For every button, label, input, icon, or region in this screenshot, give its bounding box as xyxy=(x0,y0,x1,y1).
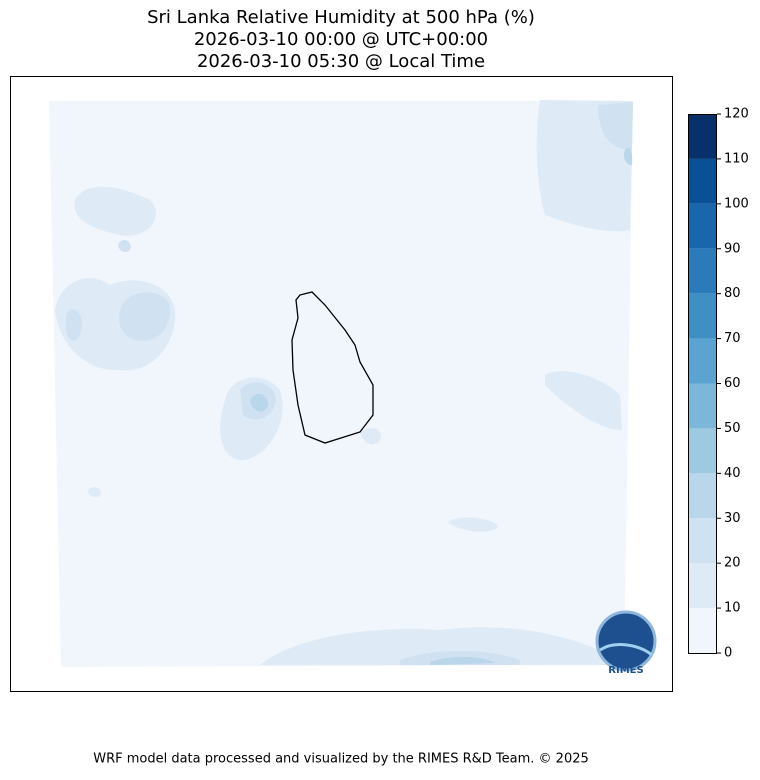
colorbar-band xyxy=(688,248,717,294)
colorbar-band xyxy=(688,428,717,474)
colorbar-tick-label: 90 xyxy=(724,241,741,256)
colorbar-band xyxy=(688,293,717,339)
colorbar-tick-label: 10 xyxy=(724,601,741,616)
contours-high xyxy=(250,148,633,665)
colorbar-tick-label: 0 xyxy=(724,646,732,661)
colorbar-band xyxy=(688,518,717,564)
colorbar-frame xyxy=(688,114,717,654)
colorbar-tick-label: 40 xyxy=(724,466,741,481)
colorbar-band xyxy=(688,383,717,429)
map: RIMES xyxy=(10,76,673,692)
logo-wave xyxy=(599,643,653,657)
colorbar: 0 10 20 30 40 50 60 70 80 90 100 110 120 xyxy=(688,107,749,661)
colorbar-band xyxy=(688,203,717,249)
colorbar-tick-label: 100 xyxy=(724,196,749,211)
colorbar-tick-label: 120 xyxy=(724,107,749,122)
colorbar-band xyxy=(688,338,717,384)
colorbar-tick-label: 20 xyxy=(724,556,741,571)
colorbar-tick-label: 50 xyxy=(724,421,741,436)
logo-circle xyxy=(595,610,657,672)
colorbar-band xyxy=(688,563,717,609)
logo-text: RIMES xyxy=(608,665,643,676)
logo: RIMES xyxy=(595,610,657,676)
colorbar-tick-label: 110 xyxy=(724,151,749,166)
title-line: 2026-03-10 05:30 @ Local Time xyxy=(197,51,485,72)
title-line: 2026-03-10 00:00 @ UTC+00:00 xyxy=(194,29,488,50)
coastline xyxy=(291,291,374,444)
colorbar-tick-label: 80 xyxy=(724,286,741,301)
colorbar-tick-label: 30 xyxy=(724,511,741,526)
title-line: Sri Lanka Relative Humidity at 500 hPa (… xyxy=(147,7,535,28)
footer: WRF model data processed and visualized … xyxy=(93,752,589,767)
colorbar-band xyxy=(688,114,717,159)
colorbar-tick-label: 60 xyxy=(724,376,741,391)
colorbar-band xyxy=(688,608,717,653)
colorbar-band xyxy=(688,473,717,519)
colorbar-band xyxy=(688,158,717,204)
colorbar-tick-label: 70 xyxy=(724,331,741,346)
